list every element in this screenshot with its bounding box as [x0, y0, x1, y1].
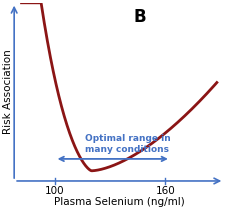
Y-axis label: Risk Association: Risk Association [3, 50, 13, 134]
X-axis label: Plasma Selenium (ng/ml): Plasma Selenium (ng/ml) [54, 197, 185, 207]
Text: Optimal range in
many conditions: Optimal range in many conditions [85, 134, 170, 154]
Text: B: B [134, 8, 146, 26]
